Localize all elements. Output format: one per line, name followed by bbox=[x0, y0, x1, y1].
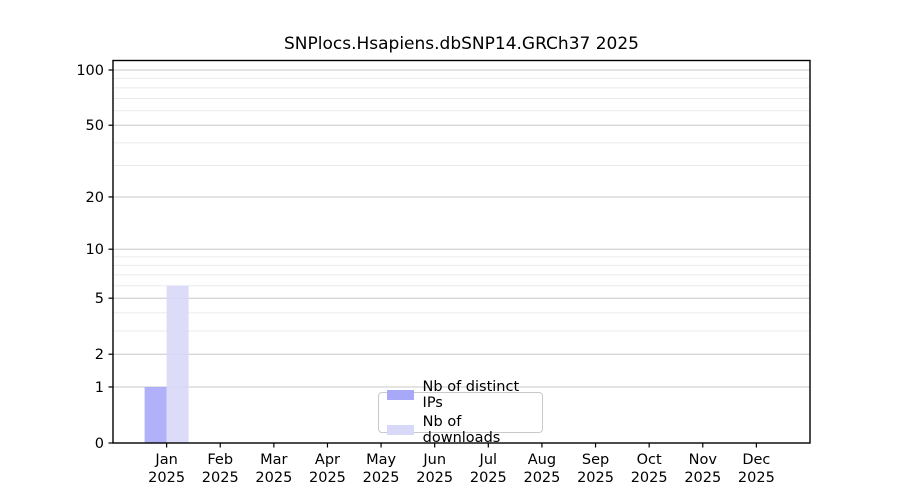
x-tick-label-month: Jul bbox=[479, 452, 498, 468]
x-tick-label-month: Feb bbox=[207, 452, 233, 468]
y-tick-label: 50 bbox=[86, 118, 104, 134]
legend: Nb of distinct IPs Nb of downloads bbox=[378, 379, 543, 446]
y-tick-label: 100 bbox=[76, 63, 104, 79]
x-tick-label-year: 2025 bbox=[148, 470, 185, 486]
legend-swatch-distinct-ips bbox=[387, 390, 414, 400]
chart-title: SNPlocs.Hsapiens.dbSNP14.GRCh37 2025 bbox=[283, 34, 640, 54]
y-tick-label: 0 bbox=[95, 436, 104, 452]
y-tick-label: 20 bbox=[86, 190, 104, 206]
x-tick-label-year: 2025 bbox=[363, 470, 400, 486]
x-tick-label-year: 2025 bbox=[202, 470, 239, 486]
plot-frame bbox=[112, 59, 811, 444]
bar-downloads bbox=[166, 285, 189, 443]
x-tick-label-month: Oct bbox=[637, 452, 662, 468]
x-tick-label-year: 2025 bbox=[309, 470, 346, 486]
x-tick-label-month: Mar bbox=[260, 452, 287, 468]
y-tick-label: 1 bbox=[95, 380, 104, 396]
y-tick-label: 10 bbox=[86, 242, 104, 258]
x-tick-label-year: 2025 bbox=[523, 470, 560, 486]
x-tick-label-year: 2025 bbox=[577, 470, 614, 486]
x-tick-label-month: May bbox=[366, 452, 396, 468]
x-tick-label-year: 2025 bbox=[255, 470, 292, 486]
y-tick-label: 2 bbox=[95, 347, 104, 363]
x-tick-label-month: Nov bbox=[689, 452, 718, 468]
legend-item-distinct-ips: Nb of distinct IPs bbox=[379, 379, 542, 411]
x-tick-label-month: Apr bbox=[315, 452, 340, 468]
x-tick-label-month: Jan bbox=[154, 452, 177, 468]
x-tick-label-month: Sep bbox=[582, 452, 609, 468]
legend-item-downloads: Nb of downloads bbox=[379, 414, 542, 446]
bar-distinct-ips bbox=[144, 386, 167, 443]
x-tick-label-year: 2025 bbox=[738, 470, 775, 486]
x-tick-label-year: 2025 bbox=[416, 470, 453, 486]
x-tick-label-month: Dec bbox=[742, 452, 770, 468]
x-tick-label-year: 2025 bbox=[631, 470, 668, 486]
x-tick-label-year: 2025 bbox=[684, 470, 721, 486]
x-tick-label-month: Aug bbox=[528, 452, 556, 468]
x-tick-label-month: Jun bbox=[422, 452, 446, 468]
y-tick-label: 5 bbox=[95, 291, 104, 307]
legend-swatch-downloads bbox=[387, 425, 414, 435]
x-tick-label-year: 2025 bbox=[470, 470, 507, 486]
legend-label-distinct-ips: Nb of distinct IPs bbox=[422, 379, 520, 411]
legend-label-downloads: Nb of downloads bbox=[422, 414, 501, 446]
